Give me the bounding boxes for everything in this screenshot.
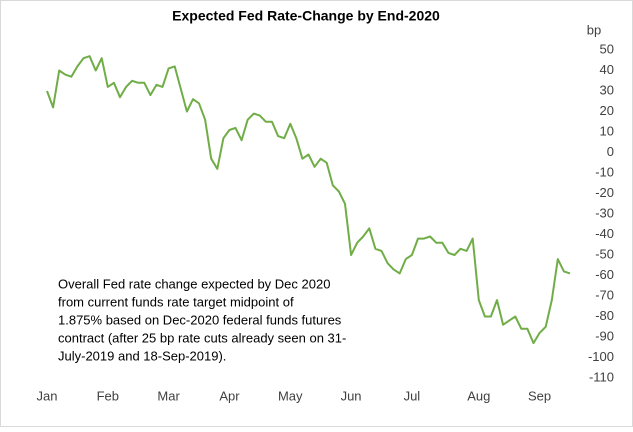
annotation-line: July-2019 and 18-Sep-2019). [58, 348, 226, 363]
y-tick-label: -110 [589, 369, 614, 384]
x-tick-label: Jun [341, 388, 362, 403]
y-tick-label: -50 [595, 246, 614, 261]
x-tick-label: Mar [157, 388, 180, 403]
y-tick-label: -40 [595, 226, 614, 241]
x-tick-label: Jan [37, 388, 58, 403]
y-tick-label: 10 [600, 123, 614, 138]
y-tick-label: 50 [600, 41, 614, 56]
y-tick-label: 0 [607, 144, 614, 159]
y-tick-label: -60 [595, 267, 614, 282]
y-tick-label: -10 [595, 164, 614, 179]
x-tick-label: Feb [97, 388, 119, 403]
y-tick-label: 30 [600, 82, 614, 97]
x-tick-label: May [278, 388, 303, 403]
y-tick-label: -100 [588, 349, 614, 364]
y-tick-label: 40 [600, 62, 614, 77]
y-tick-label: -70 [595, 287, 614, 302]
annotation-line: Overall Fed rate change expected by Dec … [58, 276, 330, 291]
y-tick-label: -20 [595, 185, 614, 200]
x-tick-label: Sep [528, 388, 551, 403]
x-tick-label: Apr [219, 388, 240, 403]
y-axis-label: bp [587, 22, 601, 37]
x-tick-label: Aug [467, 388, 490, 403]
annotation-line: contract (after 25 bp rate cuts already … [58, 330, 346, 345]
x-tick-label: Jul [404, 388, 421, 403]
chart-title: Expected Fed Rate-Change by End-2020 [172, 8, 440, 24]
data-line [46, 55, 571, 345]
y-tick-label: -80 [595, 308, 614, 323]
y-tick-label: -30 [595, 205, 614, 220]
y-tick-label: -90 [595, 328, 614, 343]
annotation-line: from current funds rate target midpoint … [58, 294, 294, 309]
annotation-line: 1.875% based on Dec-2020 federal funds f… [58, 312, 342, 327]
y-tick-label: 20 [600, 103, 614, 118]
